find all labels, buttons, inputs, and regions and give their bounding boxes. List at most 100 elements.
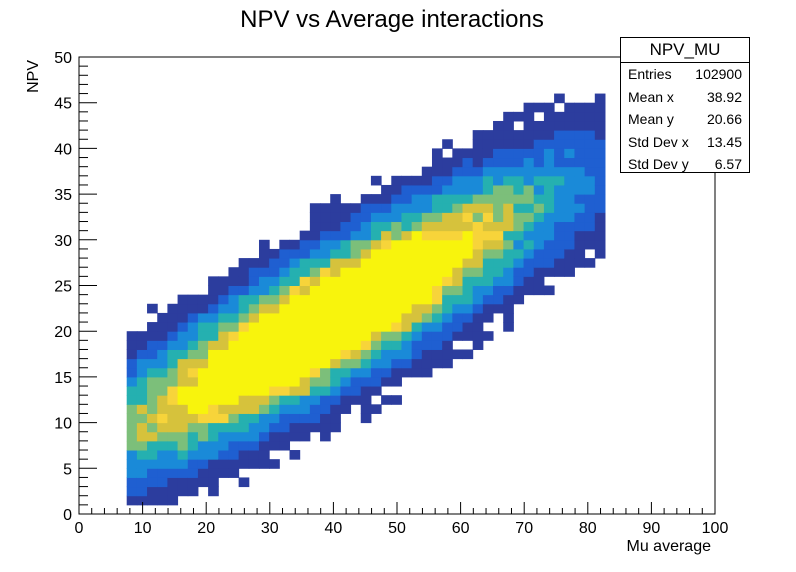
heatmap-cell <box>208 486 219 497</box>
heatmap-cell <box>370 358 382 369</box>
heatmap-cell <box>208 276 219 286</box>
heatmap-cell <box>431 175 443 186</box>
heatmap-cell <box>503 212 514 223</box>
heatmap-cell <box>543 230 555 241</box>
heatmap-cell <box>421 294 433 305</box>
heatmap-cell <box>431 166 443 177</box>
heatmap-cell <box>289 395 301 405</box>
heatmap-cell <box>360 294 372 305</box>
heatmap-cell <box>330 404 341 414</box>
heatmap-cell <box>157 468 168 478</box>
heatmap-cell <box>381 312 392 323</box>
heatmap-cell <box>574 221 586 232</box>
heatmap-cell <box>452 285 464 296</box>
stat-value: 13.45 <box>706 133 742 150</box>
heatmap-cell <box>228 404 240 414</box>
heatmap-cell <box>421 194 433 204</box>
heatmap-cell <box>309 212 321 223</box>
heatmap-cell <box>493 239 504 250</box>
heatmap-cell <box>218 331 229 341</box>
heatmap-cell <box>493 258 504 268</box>
heatmap-cell <box>584 239 596 250</box>
stat-label: Std Dev x <box>628 133 689 150</box>
heatmap-cell <box>472 148 484 159</box>
heatmap-cell <box>554 111 565 122</box>
heatmap-cell <box>431 276 443 286</box>
heatmap-cell <box>381 340 392 350</box>
heatmap-cell <box>279 312 291 323</box>
heatmap-cell <box>523 239 535 250</box>
heatmap-cell <box>309 230 321 241</box>
heatmap-cell <box>218 276 229 286</box>
heatmap-cell <box>340 358 352 369</box>
heatmap-cell <box>381 248 392 259</box>
heatmap-cell <box>218 413 229 424</box>
heatmap-cell <box>289 248 301 259</box>
heatmap-cell <box>157 431 168 442</box>
heatmap-cell <box>197 367 209 378</box>
heatmap-cell <box>208 386 219 396</box>
heatmap-cell <box>258 395 270 405</box>
heatmap-cell <box>309 386 321 396</box>
heatmap-cell <box>238 331 250 341</box>
heatmap-cell <box>431 285 443 296</box>
heatmap-cell <box>462 148 474 159</box>
heatmap-cell <box>320 358 331 369</box>
heatmap-cell <box>187 376 199 387</box>
heatmap-cell <box>187 468 199 478</box>
heatmap-cell <box>248 358 260 369</box>
y-tick-label: 40 <box>54 141 72 158</box>
heatmap-cell <box>360 395 372 405</box>
heatmap-cell <box>136 468 148 478</box>
heatmap-cell <box>330 422 341 433</box>
heatmap-cell <box>533 175 545 186</box>
heatmap-cell <box>370 239 382 250</box>
heatmap-cell <box>269 349 280 360</box>
heatmap-cell <box>299 404 311 414</box>
heatmap-cell <box>543 111 555 122</box>
heatmap-cell <box>391 358 402 369</box>
heatmap-cell <box>370 340 382 350</box>
heatmap-cell <box>442 322 453 332</box>
heatmap-cell <box>431 194 443 204</box>
heatmap-cell <box>360 276 372 286</box>
heatmap-cell <box>584 166 596 177</box>
heatmap-cell <box>157 312 168 323</box>
heatmap-cell <box>564 139 575 149</box>
heatmap-cell <box>218 340 229 350</box>
heatmap-cell <box>482 258 494 268</box>
heatmap-cell <box>442 139 453 149</box>
heatmap-cell <box>228 294 240 305</box>
heatmap-cell <box>462 194 474 204</box>
heatmap-cell <box>503 267 514 277</box>
heatmap-cell <box>340 349 352 360</box>
heatmap-cell <box>523 276 535 286</box>
heatmap-cell <box>330 212 341 223</box>
heatmap-cell <box>533 184 545 195</box>
heatmap-cell <box>584 139 596 149</box>
heatmap-cell <box>533 203 545 213</box>
heatmap-cell <box>503 194 514 204</box>
heatmap-cell <box>381 230 392 241</box>
heatmap-cell <box>248 276 260 286</box>
heatmap-cell <box>594 166 606 177</box>
heatmap-cell <box>523 258 535 268</box>
y-tick-label: 30 <box>54 233 72 250</box>
heatmap-cell <box>513 139 525 149</box>
heatmap-cell <box>421 322 433 332</box>
heatmap-cell <box>197 303 209 314</box>
heatmap-cell <box>330 358 341 369</box>
heatmap-cell <box>320 303 331 314</box>
heatmap-cell <box>513 111 525 122</box>
heatmap-cell <box>421 212 433 223</box>
heatmap-cell <box>462 230 474 241</box>
heatmap-cell <box>574 102 586 113</box>
heatmap-cell <box>381 239 392 250</box>
heatmap-cell <box>157 422 168 433</box>
heatmap-cell <box>279 431 291 442</box>
heatmap-cell <box>136 459 148 469</box>
heatmap-cell <box>340 230 352 241</box>
heatmap-cell <box>126 386 138 396</box>
heatmap-cell <box>584 175 596 186</box>
